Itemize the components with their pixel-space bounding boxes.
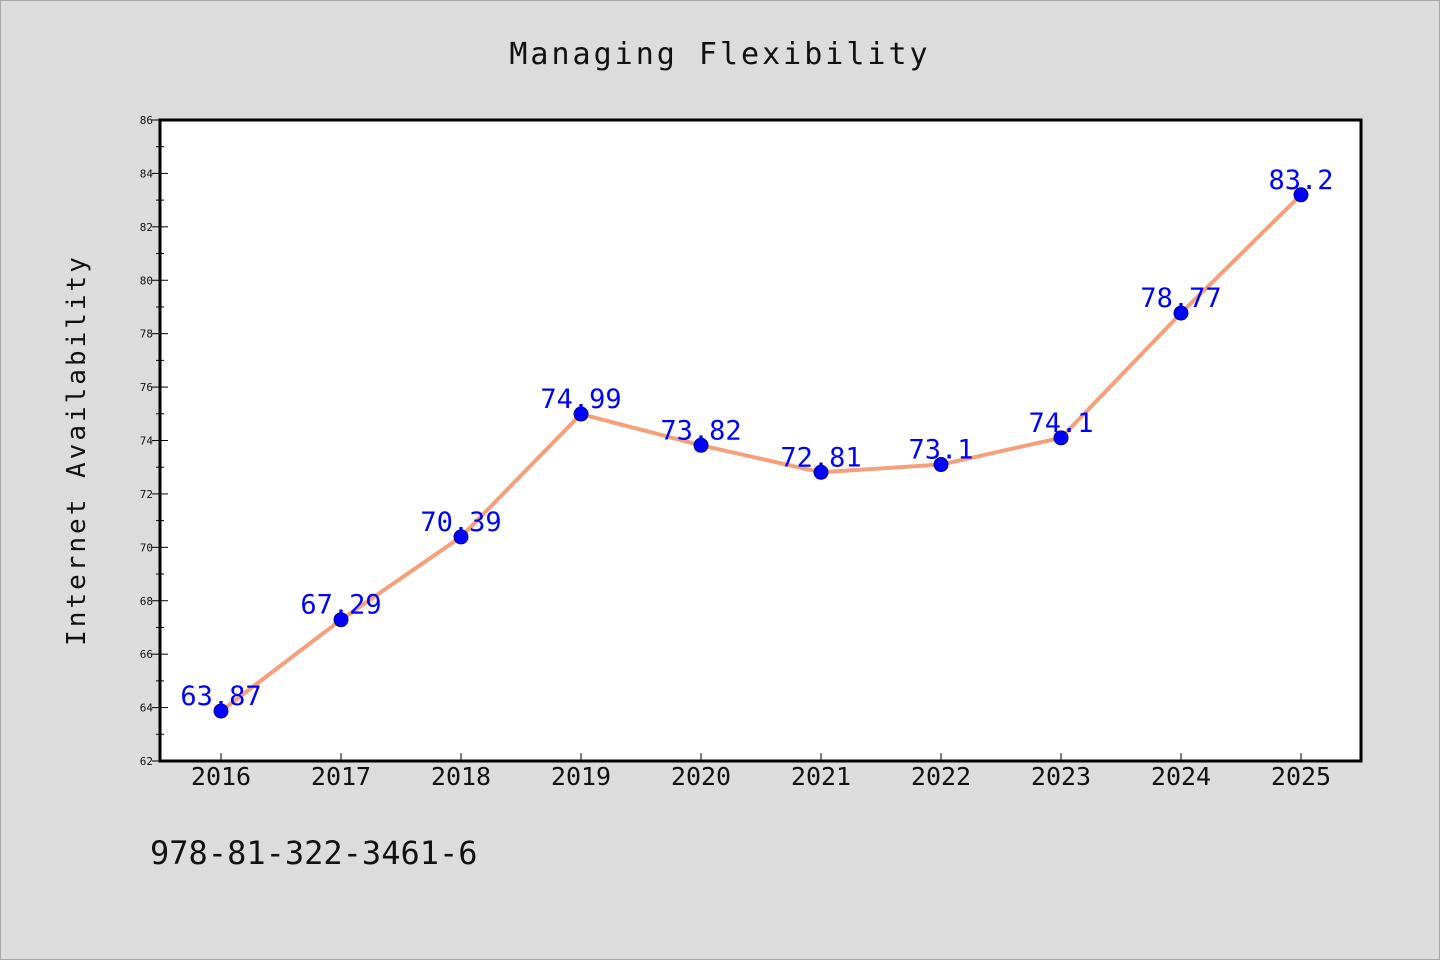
- y-axis-label: Internet Availability: [62, 254, 92, 646]
- y-tick-label: 68: [140, 595, 153, 608]
- chart-title: Managing Flexibility: [509, 37, 930, 72]
- y-tick-label: 86: [140, 114, 153, 127]
- data-label: 70.39: [420, 507, 501, 538]
- y-tick-label: 66: [140, 648, 153, 661]
- data-label: 63.87: [180, 681, 261, 712]
- plot-area: [160, 120, 1361, 761]
- x-tick-label: 2025: [1271, 762, 1331, 791]
- data-point: [1293, 187, 1309, 203]
- plot-frame: [158, 118, 1363, 763]
- data-label: 72.81: [780, 442, 861, 473]
- x-tick-label: 2020: [671, 762, 731, 791]
- data-labels: 63.87 67.29 70.39 74.99 73.82 72.81 73.1 74.1 78…: [180, 165, 1333, 712]
- data-point: [933, 457, 949, 473]
- data-label: 73.1: [908, 435, 973, 466]
- data-point: [453, 529, 469, 545]
- data-point: [813, 464, 829, 480]
- footer-isbn: 978-81-322-3461-6: [150, 834, 478, 872]
- x-tick-label: 2017: [311, 762, 371, 791]
- x-tick-label: 2016: [191, 762, 251, 791]
- data-markers: [213, 187, 1309, 719]
- x-tick-label: 2024: [1151, 762, 1211, 791]
- y-tick-label: 74: [140, 435, 154, 448]
- data-label: 67.29: [300, 590, 381, 621]
- series-line-group: [219, 192, 1303, 714]
- data-label: 74.99: [540, 384, 621, 415]
- y-tick-label: 72: [140, 488, 153, 501]
- data-point: [573, 406, 589, 422]
- y-tick-label: 70: [140, 541, 153, 554]
- data-label: 78.77: [1140, 283, 1221, 314]
- y-tick-label: 76: [140, 381, 153, 394]
- x-tick-label: 2022: [911, 762, 971, 791]
- data-point: [693, 437, 709, 453]
- y-tick-label: 62: [140, 755, 153, 768]
- data-point: [1053, 430, 1069, 446]
- y-tick-label: 64: [140, 702, 154, 715]
- data-point: [333, 612, 349, 628]
- x-tick-label: 2023: [1031, 762, 1091, 791]
- y-tick-label: 82: [140, 221, 153, 234]
- data-point: [213, 703, 229, 719]
- y-tick-label: 78: [140, 328, 153, 341]
- axis-ticks: 62 64 66 68 70 72 74 76 78 80 82 84 86 2016 2017 2018 20…: [140, 114, 1331, 791]
- series-line: [219, 192, 1303, 714]
- data-point: [1173, 305, 1189, 321]
- y-tick-label: 84: [140, 167, 154, 180]
- x-tick-label: 2019: [551, 762, 611, 791]
- data-label: 73.82: [660, 415, 741, 446]
- y-tick-label: 80: [140, 274, 153, 287]
- x-tick-label: 2018: [431, 762, 491, 791]
- data-label: 74.1: [1028, 408, 1093, 439]
- x-tick-label: 2021: [791, 762, 851, 791]
- data-label: 83.2: [1268, 165, 1333, 196]
